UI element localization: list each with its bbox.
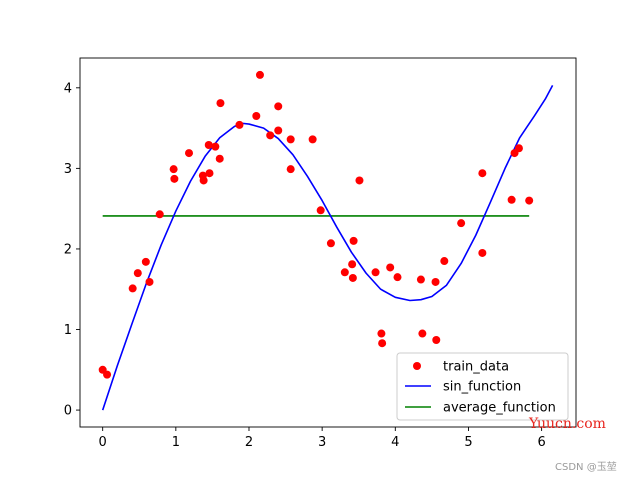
train-data-point <box>416 275 425 284</box>
legend-label-sin-function: sin_function <box>443 380 521 395</box>
train-data-point <box>215 154 224 163</box>
train-data-point <box>185 149 194 158</box>
legend: train_data sin_function average_function <box>396 352 569 421</box>
train-data-point <box>371 268 380 277</box>
train-data-point <box>211 142 220 151</box>
site-watermark: Yuucn.com <box>529 416 606 432</box>
train-data-point <box>525 196 534 205</box>
train-data-point <box>431 277 440 286</box>
train-data-point <box>235 120 244 129</box>
train-data-point <box>255 70 264 79</box>
axis-ticks: 0 1 2 3 4 5 6 0 1 2 3 4 <box>64 81 546 450</box>
train-data-point <box>274 126 283 135</box>
x-tick-label: 2 <box>245 435 253 450</box>
train-data-point <box>286 135 295 144</box>
x-tick-label: 4 <box>391 435 399 450</box>
train-data-point <box>340 268 349 277</box>
train-data-point <box>418 329 427 338</box>
train-data-point <box>432 335 441 344</box>
train-data-point <box>514 144 523 153</box>
train-data-point <box>507 195 516 204</box>
y-tick-label: 4 <box>64 81 72 96</box>
train-data-point <box>348 273 357 282</box>
train-data-point <box>326 239 335 248</box>
train-data-point <box>155 210 164 219</box>
train-data-point <box>252 112 261 121</box>
train-data-point <box>377 329 386 338</box>
train-data-point <box>199 176 208 185</box>
y-tick-label: 1 <box>64 323 72 338</box>
train-data-point <box>205 169 214 178</box>
train-data-point <box>204 141 213 150</box>
train-data-point <box>141 257 150 266</box>
train-data-point <box>457 219 466 228</box>
train-data-point <box>378 339 387 348</box>
train-data-point <box>169 165 178 174</box>
train-data-point <box>274 102 283 111</box>
train-data-point <box>145 277 154 286</box>
axes-frame <box>79 57 577 428</box>
csdn-watermark: CSDN @玉堃 <box>555 462 617 473</box>
legend-label-average-function: average_function <box>443 401 556 416</box>
train-data-point <box>440 257 449 266</box>
x-tick-label: 3 <box>318 435 326 450</box>
x-tick-label: 0 <box>99 435 107 450</box>
train-data-point <box>348 260 357 269</box>
train-data-point <box>170 174 179 183</box>
y-tick-label: 2 <box>64 242 72 257</box>
legend-marker-train-data <box>413 362 421 370</box>
train-data-point <box>478 169 487 178</box>
train-data-point <box>308 135 317 144</box>
train-data-point <box>478 248 487 257</box>
train-data-point <box>216 99 225 108</box>
x-tick-label: 5 <box>464 435 472 450</box>
train-data-point <box>386 263 395 272</box>
legend-label-train-data: train_data <box>443 360 509 375</box>
train-data-point <box>103 370 112 379</box>
legend-box <box>396 352 569 421</box>
train-data-point <box>128 284 137 293</box>
plot-area <box>98 70 554 411</box>
x-tick-label: 6 <box>537 435 545 450</box>
train-data-point <box>316 206 325 215</box>
train-data-point <box>266 131 275 140</box>
y-tick-label: 3 <box>64 162 72 177</box>
x-tick-label: 1 <box>172 435 180 450</box>
train-data-point <box>349 236 358 245</box>
train-data-point <box>393 273 402 282</box>
train-data-point <box>355 176 364 185</box>
train-data-point <box>286 165 295 174</box>
train-data-point <box>133 269 142 278</box>
sin-function-line <box>101 85 554 411</box>
y-tick-label: 0 <box>64 404 72 419</box>
